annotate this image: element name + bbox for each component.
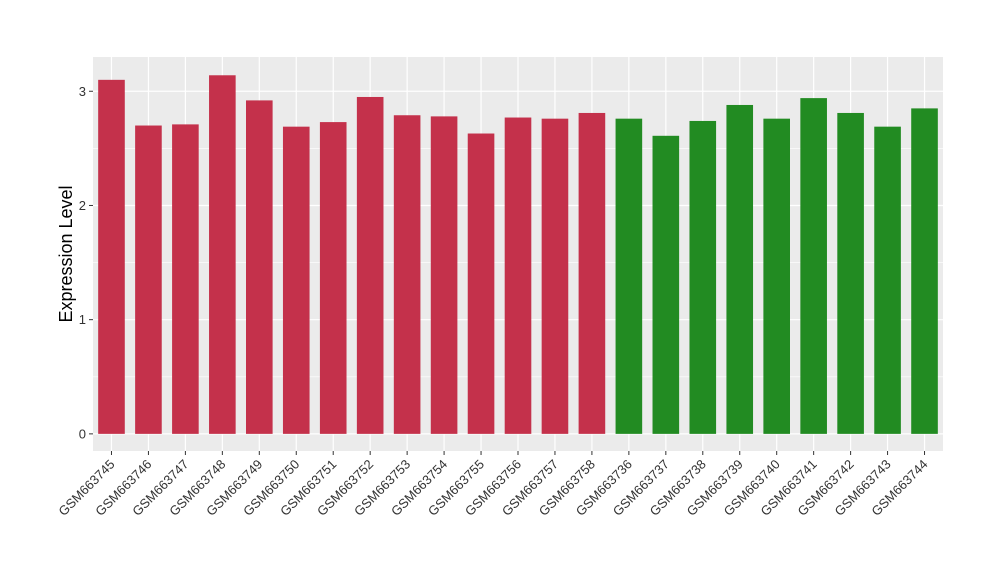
bar-GSM663736 [615, 118, 643, 434]
y-axis-title: Expression Level [56, 185, 76, 322]
y-tick-label: 2 [79, 198, 86, 213]
bar-GSM663747 [172, 124, 199, 434]
bar-GSM663754 [430, 116, 458, 434]
bar-GSM663748 [209, 75, 236, 434]
y-axis: 0 1 2 3 [79, 84, 93, 441]
bar-GSM663753 [393, 115, 421, 434]
bar-GSM663758 [578, 112, 606, 434]
y-tick-label: 3 [79, 84, 86, 99]
bar-GSM663757 [541, 118, 569, 434]
bar-GSM663743 [874, 126, 901, 434]
bar-GSM663741 [800, 98, 827, 434]
bar-GSM663750 [282, 126, 310, 434]
bars [98, 75, 938, 434]
bar-GSM663739 [726, 104, 754, 434]
y-tick-label: 1 [79, 312, 86, 327]
bar-GSM663751 [319, 122, 347, 434]
x-axis: GSM663745GSM663746GSM663747GSM663748GSM6… [55, 451, 931, 519]
bar-GSM663738 [689, 120, 717, 434]
bar-GSM663740 [763, 118, 790, 434]
y-tick-label: 0 [79, 426, 86, 441]
bar-GSM663752 [356, 96, 384, 434]
bar-GSM663755 [467, 133, 495, 434]
bar-GSM663746 [135, 125, 162, 434]
bar-GSM663749 [246, 100, 273, 434]
bar-GSM663756 [504, 117, 532, 434]
bar-GSM663745 [98, 79, 125, 434]
bar-GSM663742 [837, 112, 864, 434]
bar-GSM663737 [652, 135, 680, 434]
bar-GSM663744 [911, 108, 938, 434]
